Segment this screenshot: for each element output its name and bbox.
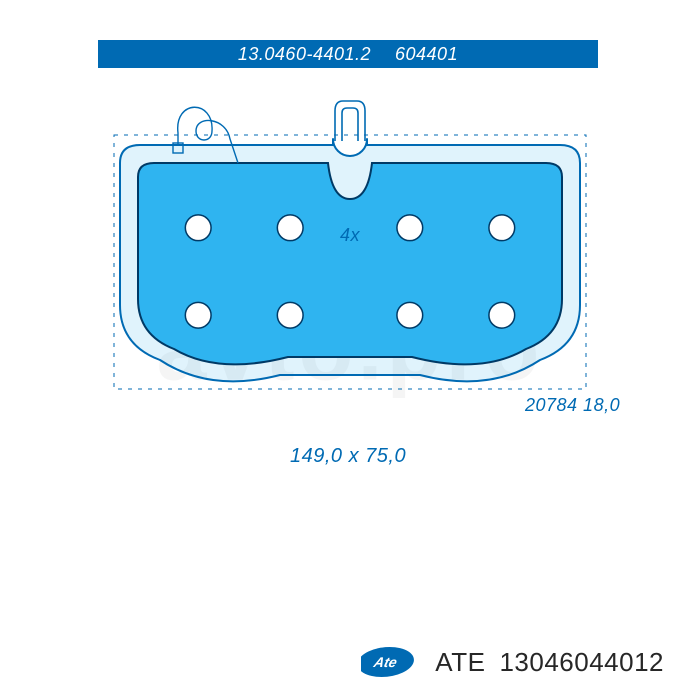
quantity-label: 4x bbox=[340, 225, 360, 246]
header-short-code: 604401 bbox=[395, 44, 458, 65]
side-code-label: 20784 18,0 bbox=[525, 395, 620, 416]
hole-marker bbox=[397, 215, 423, 241]
hole-marker bbox=[185, 302, 211, 328]
dimensions-label: 149,0 x 75,0 bbox=[290, 445, 406, 468]
brake-pad-diagram bbox=[75, 90, 625, 430]
hole-marker bbox=[277, 215, 303, 241]
hole-marker bbox=[489, 215, 515, 241]
header-part-no: 13.0460-4401.2 bbox=[238, 44, 371, 65]
header-bar: 13.0460-4401.2 604401 bbox=[98, 40, 598, 68]
hole-marker bbox=[277, 302, 303, 328]
footer-sku: 13046044012 bbox=[499, 647, 664, 678]
footer-brand: ATE bbox=[435, 647, 485, 678]
retaining-clip bbox=[335, 101, 365, 141]
hole-marker bbox=[397, 302, 423, 328]
footer: Ate ATE 13046044012 bbox=[0, 642, 700, 682]
svg-text:Ate: Ate bbox=[371, 655, 399, 671]
ate-logo: Ate bbox=[361, 642, 421, 682]
hole-marker bbox=[185, 215, 211, 241]
hole-marker bbox=[489, 302, 515, 328]
